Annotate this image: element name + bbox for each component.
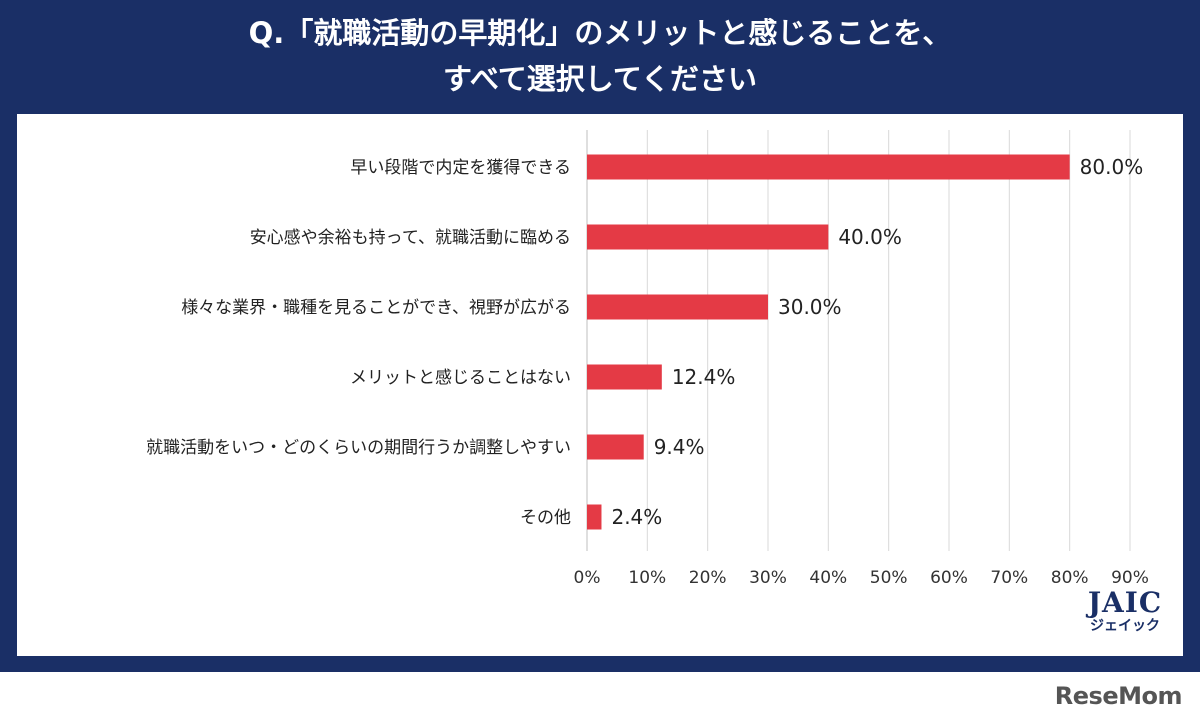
category-label: 就職活動をいつ・どのくらいの期間行うか調整しやすい [146, 438, 571, 458]
chart-title-line-2: すべて選択してください [442, 62, 758, 96]
value-label: 12.4% [672, 365, 736, 389]
value-label: 80.0% [1080, 155, 1144, 179]
x-tick-label: 70% [990, 568, 1028, 588]
value-label: 2.4% [611, 505, 662, 529]
chart-frame: Q.「就職活動の早期化」のメリットと感じることを、 すべて選択してください 0%… [0, 0, 1200, 672]
bar [587, 154, 1070, 180]
category-label: 様々な業界・職種を見ることができ、視野が広がる [181, 298, 571, 318]
x-tick-label: 50% [870, 568, 908, 588]
chart-title-line-1: Q.「就職活動の早期化」のメリットと感じることを、 [248, 16, 952, 50]
x-tick-label: 30% [749, 568, 787, 588]
value-label: 9.4% [654, 435, 705, 459]
bar [587, 224, 829, 250]
category-label: メリットと感じることはない [350, 368, 571, 388]
x-tick-label: 0% [574, 568, 601, 588]
jaic-logo: JAIC ジェイック [1085, 586, 1165, 635]
bar [587, 294, 768, 320]
category-label: その他 [520, 508, 571, 528]
x-tick-label: 20% [689, 568, 727, 588]
bar [587, 364, 662, 390]
category-label: 早い段階で内定を獲得できる [350, 158, 571, 178]
bar [587, 504, 602, 530]
value-label: 40.0% [838, 225, 902, 249]
x-tick-label: 80% [1051, 568, 1089, 588]
x-tick-label: 40% [809, 568, 847, 588]
logo-wordmark: JAIC [1087, 586, 1163, 619]
x-tick-label: 90% [1111, 568, 1149, 588]
x-tick-label: 60% [930, 568, 968, 588]
x-tick-label: 10% [628, 568, 666, 588]
category-label: 安心感や余裕も持って、就職活動に臨める [250, 228, 571, 248]
bar-chart: 0% 10% 20% 30% 40% 50% 60% 70% 80% 90% 早い段階で内定を獲得で… [146, 130, 1149, 588]
chart-panel: 0% 10% 20% 30% 40% 50% 60% 70% 80% 90% 早い段階で内定を獲得で… [17, 114, 1183, 656]
value-label: 30.0% [778, 295, 842, 319]
chart-title: Q.「就職活動の早期化」のメリットと感じることを、 すべて選択してください [0, 10, 1200, 102]
bar [587, 434, 644, 460]
logo-subtitle: ジェイック [1090, 618, 1160, 634]
resemom-watermark: ReseMom [1054, 682, 1183, 710]
